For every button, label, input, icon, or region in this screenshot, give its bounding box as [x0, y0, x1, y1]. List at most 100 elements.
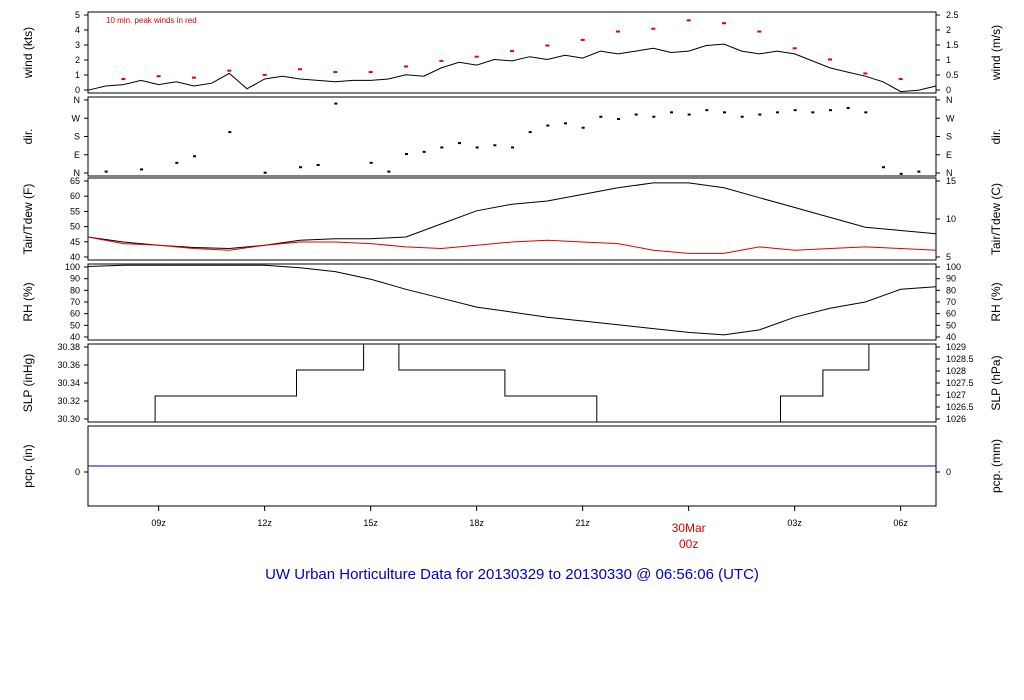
- wind-peak-point: [439, 59, 444, 62]
- wind-ylabel-left: wind (kts): [21, 27, 35, 79]
- dir-ytick-right: N: [946, 168, 953, 178]
- wind-annotation: 10 min. peak winds in red: [106, 16, 197, 25]
- wind-ytick-right: 2: [946, 25, 951, 35]
- rh-ytick-left: 100: [65, 262, 80, 272]
- x-tick-label: 00z: [679, 537, 698, 551]
- wind-peak-point: [192, 76, 196, 79]
- dir-ytick-left: N: [74, 95, 81, 105]
- dir-point: [228, 131, 232, 134]
- dir-ytick-right: N: [946, 95, 953, 105]
- rh-ytick-right: 80: [946, 285, 956, 295]
- slp-ytick-right: 1029: [946, 342, 966, 352]
- rh-series-line: [87, 264, 937, 336]
- wind-ytick-left: 5: [75, 10, 80, 20]
- dir-point: [740, 115, 744, 118]
- dir-point: [705, 109, 709, 112]
- dir-point: [405, 153, 408, 156]
- rh-ytick-right: 60: [946, 309, 956, 319]
- wind-peak-point: [616, 30, 620, 33]
- wind-ytick-right: 0.5: [946, 70, 959, 80]
- slp-ylabel-left: SLP (inHg): [21, 354, 35, 412]
- x-tick-label: 03z: [787, 518, 802, 528]
- x-tick-label: 09z: [151, 518, 166, 528]
- dir-point: [475, 146, 479, 149]
- wind-ytick-left: 1: [75, 70, 80, 80]
- wind-peak-point: [545, 44, 550, 47]
- x-tick-label: 06z: [893, 518, 908, 528]
- temp-ytick-left: 50: [70, 222, 80, 232]
- wind-peak-point: [757, 30, 762, 33]
- x-tick-label: 12z: [257, 518, 272, 528]
- wind-ytick-left: 4: [75, 25, 80, 35]
- dir-point: [723, 111, 726, 114]
- dir-point: [793, 109, 797, 112]
- slp-frame: [87, 343, 937, 423]
- rh-frame: [87, 263, 937, 341]
- wind-peak-point: [651, 27, 656, 30]
- wind-ytick-left: 0: [75, 85, 80, 95]
- wind-ytick-right: 1.5: [946, 40, 959, 50]
- dir-point: [917, 170, 921, 173]
- dir-point: [882, 166, 885, 169]
- temp-ytick-left: 55: [70, 206, 80, 216]
- dir-ytick-left: N: [74, 168, 81, 178]
- dir-point: [811, 111, 815, 114]
- dir-point: [511, 146, 514, 149]
- wind-ytick-right: 2.5: [946, 10, 959, 20]
- chart-title: UW Urban Horticulture Data for 20130329 …: [265, 566, 759, 583]
- dir-point: [458, 142, 461, 145]
- temp-ytick-left: 65: [70, 176, 80, 186]
- rh-ytick-right: 70: [946, 297, 956, 307]
- dir-point: [263, 171, 267, 174]
- wind-peak-point: [474, 55, 479, 58]
- dir-point: [864, 111, 868, 114]
- dir-point: [193, 155, 196, 158]
- x-tick-label: 18z: [469, 518, 484, 528]
- dir-point: [776, 111, 779, 114]
- dir-point: [369, 161, 373, 164]
- wind-peak-point: [227, 69, 232, 72]
- wind-peak-point: [863, 72, 868, 75]
- temp-ytick-right: 10: [946, 214, 956, 224]
- temp-ytick-left: 45: [70, 237, 80, 247]
- wind-frame: [87, 11, 937, 94]
- wind-peak-point: [404, 65, 408, 68]
- temp-ytick-left: 40: [70, 252, 80, 262]
- temp-ylabel-left: Tair/Tdew (F): [21, 184, 35, 255]
- dir-ytick-right: S: [946, 132, 952, 142]
- rh-ytick-left: 70: [70, 297, 80, 307]
- dir-point: [299, 166, 302, 169]
- rh-ytick-left: 40: [70, 332, 80, 342]
- wind-peak-point: [510, 50, 514, 53]
- rh-ylabel-left: RH (%): [21, 282, 35, 321]
- slp-ytick-right: 1027: [946, 390, 966, 400]
- dir-point: [687, 113, 691, 116]
- dir-point: [652, 115, 656, 118]
- slp-ytick-left: 30.36: [57, 360, 80, 370]
- dir-ytick-right: E: [946, 150, 952, 160]
- rh-ytick-right: 40: [946, 332, 956, 342]
- pcp-ylabel-left: pcp. (in): [21, 444, 35, 487]
- dir-point: [334, 102, 338, 105]
- dir-point: [617, 117, 620, 120]
- wind-peak-point: [262, 73, 267, 76]
- x-tick-label: 21z: [575, 518, 590, 528]
- slp-ytick-right: 1027.5: [946, 378, 974, 388]
- slp-ytick-right: 1028: [946, 366, 966, 376]
- dir-ytick-left: E: [74, 150, 80, 160]
- wind-peak-point: [156, 75, 161, 78]
- rh-ylabel-right: RH (%): [989, 282, 1003, 321]
- dir-point: [634, 113, 638, 116]
- rh-ytick-left: 90: [70, 274, 80, 284]
- rh-ytick-right: 100: [946, 262, 961, 272]
- dir-point: [175, 161, 179, 164]
- dir-point: [546, 124, 550, 127]
- dir-point: [316, 164, 320, 167]
- slp-ytick-left: 30.38: [57, 342, 80, 352]
- dir-point: [846, 106, 850, 109]
- slp-series-line: [88, 343, 936, 423]
- rh-ytick-left: 80: [70, 285, 80, 295]
- dir-point: [758, 113, 762, 116]
- wind-peak-point: [580, 38, 585, 41]
- dir-point: [528, 131, 532, 134]
